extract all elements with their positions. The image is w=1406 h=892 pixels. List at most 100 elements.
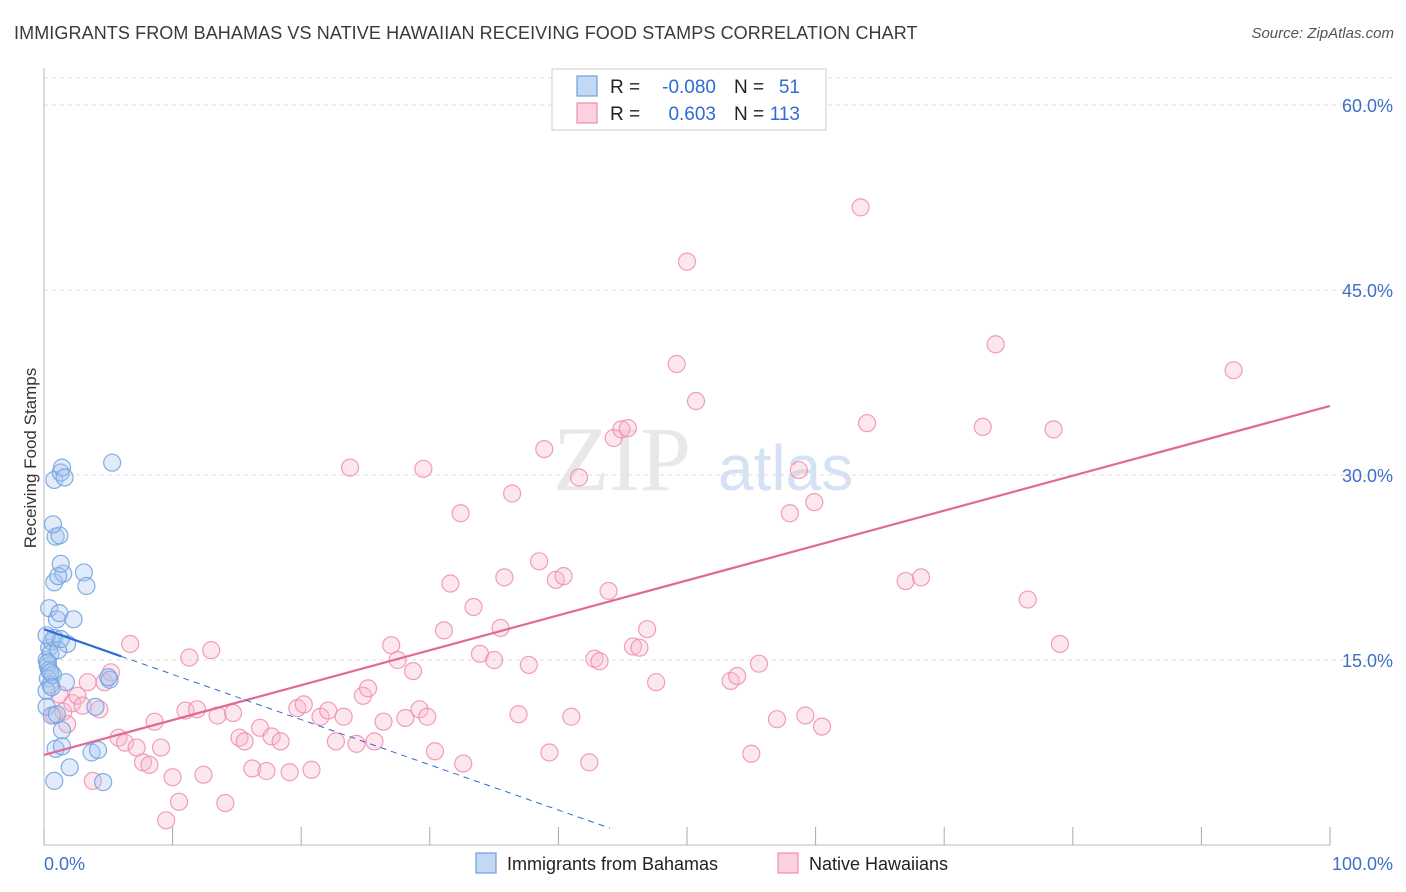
native-hawaiians-point-44 bbox=[326, 732, 346, 751]
native-hawaiians-point-90 bbox=[677, 252, 697, 271]
legend-n-value-2: 113 bbox=[770, 104, 800, 125]
native-hawaiians-point-51 bbox=[374, 712, 393, 731]
correlation-legend: R = -0.080 N = 51 R = 0.603 N = 113 bbox=[551, 68, 827, 131]
native-hawaiians-point-102 bbox=[805, 493, 824, 512]
source-note: Source: ZipAtlas.com bbox=[1251, 25, 1394, 42]
native-hawaiians-point-57 bbox=[418, 707, 437, 726]
native-hawaiians-point-76 bbox=[554, 567, 573, 586]
native-hawaiians-point-101 bbox=[812, 717, 832, 736]
bahamas-point-12 bbox=[37, 697, 56, 716]
legend-r-label-2: R = bbox=[610, 104, 640, 125]
series-legend: Immigrants from Bahamas Native Hawaiians bbox=[475, 852, 948, 874]
y-tick-label-15: 15.0% bbox=[1342, 651, 1393, 671]
y-tick-label-30: 30.0% bbox=[1342, 466, 1393, 486]
bahamas-trend bbox=[43, 628, 122, 658]
native-hawaiians-point-50 bbox=[365, 732, 384, 751]
native-hawaiians-point-20 bbox=[157, 811, 176, 830]
bahamas-points bbox=[37, 453, 122, 792]
native-hawaiians-point-63 bbox=[454, 754, 473, 773]
legend-blue-swatch bbox=[576, 75, 598, 97]
bahamas-point-47 bbox=[41, 663, 60, 682]
bottom-legend-blue-label: Immigrants from Bahamas bbox=[507, 854, 718, 874]
trend-lines bbox=[43, 404, 1331, 829]
native-hawaiians-point-66 bbox=[485, 650, 504, 670]
bottom-legend-blue-swatch bbox=[475, 852, 497, 874]
bahamas-point-38 bbox=[45, 771, 64, 790]
bahamas-point-30 bbox=[74, 563, 93, 582]
y-tick-labels: 15.0% 30.0% 45.0% 60.0% bbox=[1342, 96, 1393, 671]
native-hawaiians-point-88 bbox=[638, 620, 657, 639]
bahamas-point-44 bbox=[94, 772, 113, 792]
native-hawaiians-point-92 bbox=[686, 391, 706, 411]
native-hawaiians-point-87 bbox=[630, 638, 649, 657]
watermark-atlas: atlas bbox=[718, 432, 853, 504]
native-hawaiians-point-54 bbox=[396, 708, 415, 728]
native-hawaiians-point-91 bbox=[667, 354, 686, 374]
y-axis-title: Receiving Food Stamps bbox=[21, 368, 40, 548]
x-ticks bbox=[43, 827, 1331, 845]
bottom-legend-pink-label: Native Hawaiians bbox=[809, 854, 948, 874]
y-tick-label-45: 45.0% bbox=[1342, 281, 1393, 301]
legend-n-value-1: 51 bbox=[779, 77, 800, 98]
native-hawaiians-point-29 bbox=[216, 793, 235, 813]
native-hawaiians-point-77 bbox=[562, 707, 581, 726]
native-hawaiians-point-11 bbox=[101, 663, 120, 682]
native-hawaiians-point-14 bbox=[121, 634, 140, 654]
bahamas-point-31 bbox=[77, 576, 96, 596]
native-hawaiians-point-112 bbox=[1224, 361, 1243, 380]
native-hawaiians-point-30 bbox=[223, 703, 243, 723]
legend-n-label-2: N = bbox=[734, 104, 764, 125]
native-hawaiians-point-69 bbox=[503, 484, 522, 503]
native-hawaiians-point-94 bbox=[728, 666, 747, 686]
native-hawaiians-point-108 bbox=[986, 335, 1005, 354]
native-hawaiians-point-35 bbox=[257, 761, 276, 781]
native-hawaiians-point-27 bbox=[202, 641, 221, 660]
x-tick-label-max: 100.0% bbox=[1332, 854, 1393, 874]
native-hawaiians-point-24 bbox=[180, 648, 199, 667]
native-hawaiians-point-47 bbox=[347, 734, 366, 753]
native-hawaiians-point-5 bbox=[68, 686, 87, 705]
native-hawaiians-point-106 bbox=[911, 568, 931, 587]
bahamas-point-42 bbox=[99, 668, 118, 687]
native-hawaiians-point-72 bbox=[530, 552, 549, 571]
native-hawaiians-point-26 bbox=[194, 765, 213, 784]
bahamas-point-27 bbox=[55, 468, 74, 487]
native-hawaiians-point-59 bbox=[425, 742, 445, 761]
bahamas-point-23 bbox=[43, 515, 63, 534]
native-hawaiians-point-79 bbox=[580, 753, 599, 772]
bahamas-point-22 bbox=[50, 526, 69, 545]
legend-pink-swatch bbox=[576, 102, 598, 124]
bahamas-point-40 bbox=[88, 740, 108, 760]
bahamas-point-32 bbox=[49, 641, 68, 660]
bahamas-point-43 bbox=[86, 697, 105, 716]
chart-title: IMMIGRANTS FROM BAHAMAS VS NATIVE HAWAII… bbox=[14, 23, 918, 43]
native-hawaiians-point-36 bbox=[262, 727, 281, 746]
native-hawaiians-point-96 bbox=[749, 654, 769, 673]
native-hawaiians-point-98 bbox=[780, 504, 799, 523]
native-hawaiians-point-49 bbox=[358, 679, 378, 698]
native-hawaiians-point-111 bbox=[1050, 634, 1070, 654]
native-hawaiians-point-71 bbox=[519, 655, 538, 675]
native-hawaiians-point-95 bbox=[742, 744, 761, 763]
native-hawaiians-point-38 bbox=[280, 763, 299, 782]
bahamas-point-49 bbox=[47, 705, 66, 724]
bahamas-point-45 bbox=[103, 453, 122, 472]
native-hawaiians-point-32 bbox=[235, 732, 254, 751]
native-hawaiians-point-67 bbox=[491, 618, 510, 638]
native-hawaiians-point-89 bbox=[647, 673, 666, 692]
native-hawaiians-point-60 bbox=[434, 621, 454, 640]
native-hawaiians-point-97 bbox=[767, 710, 787, 729]
native-hawaiians-point-61 bbox=[441, 574, 460, 593]
native-hawaiians-point-55 bbox=[403, 661, 423, 681]
bahamas-point-20 bbox=[51, 554, 70, 573]
native-hawaiians-point-100 bbox=[796, 706, 815, 725]
native-hawaiians-point-104 bbox=[857, 414, 877, 433]
legend-n-label-1: N = bbox=[734, 77, 764, 98]
native-hawaiians-point-33 bbox=[243, 759, 262, 778]
native-hawaiians-points bbox=[45, 198, 1243, 830]
legend-box bbox=[551, 68, 827, 131]
native-hawaiians-point-84 bbox=[612, 420, 631, 439]
bahamas-point-37 bbox=[60, 758, 79, 777]
native-hawaiians-point-81 bbox=[590, 652, 609, 671]
